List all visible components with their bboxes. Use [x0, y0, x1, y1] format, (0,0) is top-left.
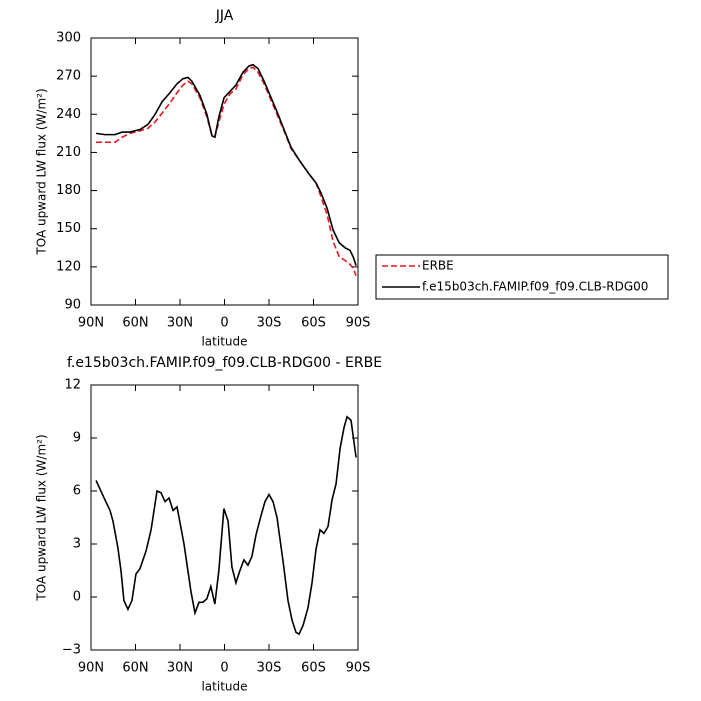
data-line: [95, 415, 357, 636]
x-tick-label: 60N: [122, 316, 148, 331]
y-tick-label: 3: [73, 537, 81, 552]
y-tick-label: 9: [73, 431, 81, 446]
x-tick-label: 90S: [346, 661, 371, 676]
x-tick-label: 90N: [78, 661, 104, 676]
x-tick-label: 30S: [257, 316, 282, 331]
data-line: [95, 63, 357, 266]
plot-frame: [90, 384, 359, 651]
y-tick-label: 12: [64, 378, 81, 393]
legend-box: [375, 254, 669, 300]
x-tick-label: 0: [220, 316, 228, 331]
x-tick-label: 90N: [78, 316, 104, 331]
x-tick-label: 30N: [167, 316, 193, 331]
y-tick-label: 120: [56, 259, 81, 274]
y-axis-label: TOA upward LW flux (W/m²): [35, 88, 49, 255]
x-axis-label: latitude: [201, 335, 247, 349]
x-tick-label: 60S: [301, 661, 326, 676]
x-axis-label: latitude: [201, 680, 247, 694]
x-tick-label: 60N: [122, 661, 148, 676]
y-axis-label: TOA upward LW flux (W/m²): [35, 434, 49, 601]
chart-title: f.e15b03ch.FAMIP.f09_f09.CLB-RDG00 - ERB…: [67, 355, 382, 371]
y-tick-label: 180: [56, 183, 81, 198]
x-tick-label: 90S: [346, 316, 371, 331]
y-tick-label: −3: [62, 643, 81, 658]
y-tick-label: 90: [64, 298, 81, 313]
chart-title: JJA: [215, 8, 234, 24]
x-tick-label: 0: [220, 661, 228, 676]
x-tick-label: 30S: [257, 661, 282, 676]
y-tick-label: 240: [56, 107, 81, 122]
y-tick-label: 210: [56, 145, 81, 160]
y-tick-label: 270: [56, 69, 81, 84]
y-tick-label: 0: [73, 590, 81, 605]
plot-frame: [90, 37, 359, 306]
y-tick-label: 300: [56, 31, 81, 46]
legend-label: f.e15b03ch.FAMIP.f09_f09.CLB-RDG00: [422, 280, 648, 294]
y-tick-label: 150: [56, 221, 81, 236]
data-line: [96, 66, 357, 277]
x-tick-label: 60S: [301, 316, 326, 331]
x-tick-label: 30N: [167, 661, 193, 676]
y-tick-label: 6: [73, 484, 81, 499]
legend-label: ERBE: [422, 259, 454, 273]
